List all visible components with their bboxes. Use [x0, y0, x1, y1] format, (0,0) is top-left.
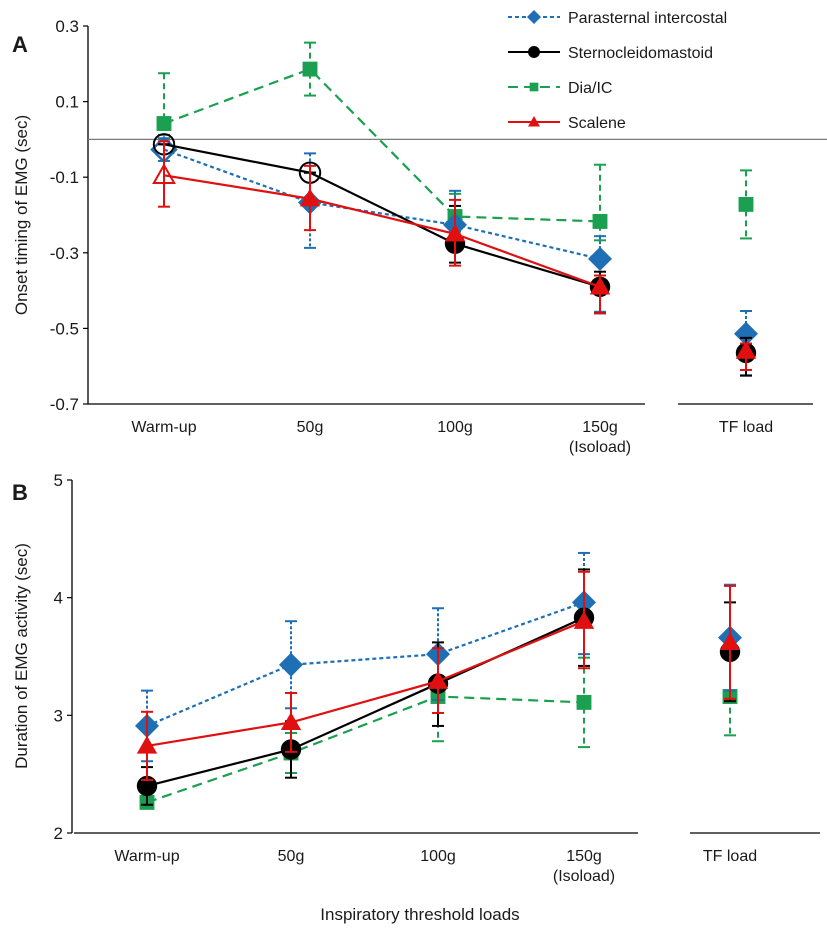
data-point-triangle	[444, 223, 466, 242]
legend-label: Dia/IC	[568, 80, 612, 97]
data-point-square	[592, 213, 608, 229]
x-tick-label: 50g	[297, 419, 324, 436]
y-tick-label: 2	[54, 824, 63, 843]
y-tick-label: 5	[54, 471, 63, 490]
series-line	[146, 695, 585, 804]
series-dia-ic	[156, 41, 754, 242]
panel-b: B Duration of EMG activity (sec) 5 4 3 2 War…	[12, 471, 820, 924]
panel-b-axes: 5 4 3 2 Warm-up 50g 100g 150g (Isoload) TF load	[54, 471, 820, 885]
panel-a-y-axis-label: Onset timing of EMG (sec)	[12, 115, 31, 315]
y-tick-label: 0.3	[55, 17, 79, 36]
y-tick-label: 4	[54, 589, 63, 608]
legend-marker-circle	[528, 46, 540, 58]
panel-a-axes: 0.3 0.1 -0.1 -0.3 -0.5 -0.7 Warm-up 50g 100g 150g…	[50, 17, 827, 456]
data-point-triangle	[735, 340, 757, 359]
x-tick-label: (Isoload)	[569, 439, 631, 456]
x-tick-label: Warm-up	[131, 419, 196, 436]
legend-marker-square	[529, 82, 539, 92]
panel-b-label: B	[12, 480, 28, 505]
series-line	[163, 143, 601, 288]
x-tick-label: Warm-up	[114, 848, 179, 865]
legend-label: Parasternal intercostal	[568, 10, 727, 27]
y-tick-label: -0.3	[50, 244, 79, 263]
x-tick-label-tf: TF load	[719, 419, 773, 436]
data-point-triangle	[136, 735, 158, 754]
legend-label: Sternocleidomastoid	[568, 45, 713, 62]
data-point-diamond	[734, 321, 758, 346]
x-tick-label: 100g	[420, 848, 456, 865]
data-point-square	[576, 694, 592, 710]
y-tick-label: -0.1	[50, 168, 79, 187]
x-tick-label: 100g	[437, 419, 473, 436]
panel-b-series	[135, 551, 742, 810]
x-tick-label: 150g	[582, 419, 618, 436]
panel-a-series	[150, 41, 758, 377]
x-axis-label: Inspiratory threshold loads	[320, 905, 519, 924]
y-tick-label: 3	[54, 706, 63, 725]
legend-item-dia-ic: Dia/IC	[508, 80, 612, 97]
x-tick-label: 50g	[278, 848, 305, 865]
data-point-square	[302, 61, 318, 77]
series-line	[146, 620, 585, 748]
data-point-triangle	[573, 611, 595, 629]
data-point-triangle	[719, 632, 741, 651]
data-point-triangle	[299, 188, 321, 207]
data-point-diamond	[279, 652, 303, 677]
panel-a-label: A	[12, 32, 28, 57]
legend-marker-triangle	[528, 116, 540, 127]
series-scalene	[152, 140, 757, 371]
legend-item-scalene: Scalene	[508, 115, 626, 132]
data-point-triangle	[589, 276, 611, 295]
x-tick-label-tf: TF load	[703, 848, 757, 865]
data-point-diamond	[588, 246, 612, 271]
panel-a: A Onset timing of EMG (sec) 0.3 0.1 -0.1 -0…	[12, 17, 827, 456]
series-line	[163, 67, 601, 223]
legend: Parasternal intercostal Sternocleidomasto…	[508, 10, 727, 132]
data-point-triangle	[152, 163, 176, 184]
x-tick-label: (Isoload)	[553, 868, 615, 885]
data-point-square	[738, 196, 754, 212]
panel-b-y-axis-label: Duration of EMG activity (sec)	[12, 543, 31, 769]
data-point-triangle	[280, 712, 302, 731]
series-line	[163, 174, 601, 288]
legend-label: Scalene	[568, 115, 626, 132]
y-tick-label: -0.7	[50, 395, 79, 414]
series-line	[163, 148, 601, 260]
data-point-square	[156, 116, 172, 131]
legend-item-sternocleidomastoid: Sternocleidomastoid	[508, 45, 713, 62]
series-line	[146, 601, 585, 727]
legend-marker-diamond	[527, 10, 541, 24]
data-point-triangle	[427, 671, 449, 689]
x-tick-label: 150g	[566, 848, 602, 865]
y-tick-label: -0.5	[50, 319, 79, 338]
y-tick-label: 0.1	[55, 93, 79, 112]
legend-item-parasternal-intercostal: Parasternal intercostal	[508, 10, 727, 27]
series-scalene	[136, 570, 741, 782]
